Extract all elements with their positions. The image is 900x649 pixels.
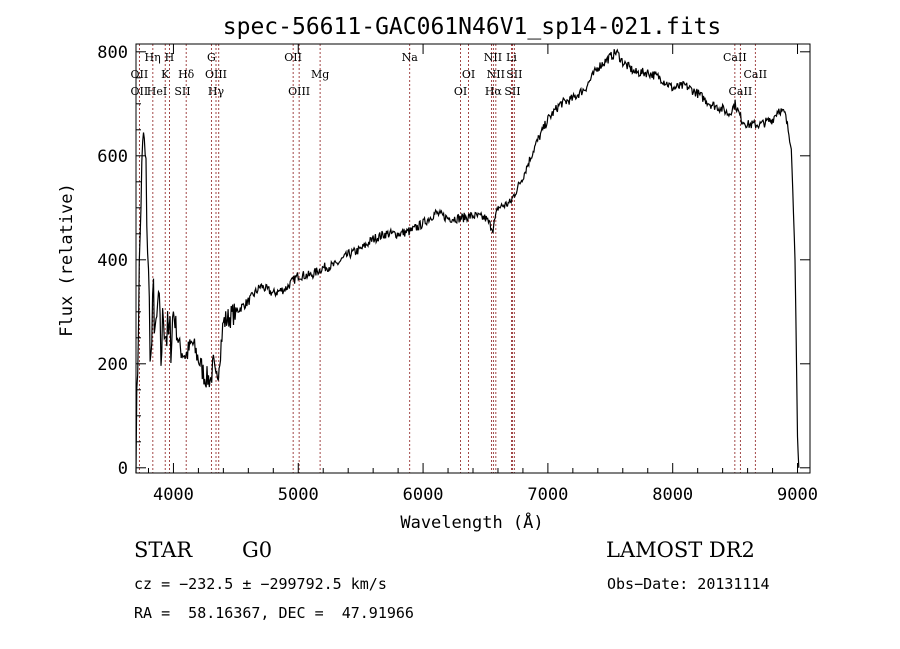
spectral-line-label: SII [174, 85, 190, 98]
redshift-label: cz = −232.5 ± −299792.5 km/s [134, 575, 387, 593]
spectral-line-label: OII [131, 68, 149, 81]
spectral-line-label: OII [284, 51, 302, 64]
y-axis-ticks: 0 200 400 600 800 [97, 43, 810, 479]
spectral-line-label: Hα [485, 85, 503, 98]
spectral-line-label: G [207, 51, 216, 64]
spectral-line-label: SII [506, 68, 522, 81]
x-axis-label: Wavelength (Å) [400, 511, 543, 533]
spectral-line-label: CaII [723, 51, 747, 64]
x-tick-label: 9000 [777, 485, 818, 505]
x-tick-label: 5000 [278, 485, 319, 505]
plot-frame [135, 43, 811, 474]
spectral-line-label: OIII [288, 85, 310, 98]
x-tick-label: 6000 [403, 485, 444, 505]
spectral-line-label: H [165, 51, 175, 64]
survey-label: LAMOST DR2 [606, 538, 755, 562]
spectral-line-label: Na [402, 51, 419, 64]
spectral-line-label: SII [504, 85, 520, 98]
coordinates-label: RA = 58.16367, DEC = 47.91966 [134, 604, 414, 622]
class-label: STAR [134, 538, 193, 562]
spectral-line-label: CaII [729, 85, 753, 98]
spectral-line-label: Li [506, 51, 517, 64]
y-tick-label: 0 [118, 459, 128, 479]
x-tick-label: 7000 [527, 485, 568, 505]
spectral-line-label: OII [131, 85, 149, 98]
spectral-line-markers [138, 44, 756, 473]
x-tick-label: 4000 [153, 485, 194, 505]
spectral-line-label: OI [454, 85, 467, 98]
spectral-line-label: Mg [311, 68, 329, 81]
spectral-line-label: CaII [743, 68, 767, 81]
y-tick-label: 400 [97, 251, 128, 271]
chart-title: spec-56611-GAC061N46V1_sp14-021.fits [223, 14, 722, 40]
y-tick-label: 200 [97, 355, 128, 375]
spectral-line-label: K [161, 68, 170, 81]
y-axis-label: Flux (relative) [57, 183, 77, 337]
spectral-line-label: Hη [145, 51, 161, 64]
spectrum-line [135, 48, 800, 474]
x-tick-label: 8000 [652, 485, 693, 505]
spectral-line-label: NII [484, 51, 502, 64]
spectral-line-label: Hγ [208, 85, 225, 98]
spectral-line-label: Hδ [178, 68, 195, 81]
obs-date-label: Obs−Date: 20131114 [607, 575, 770, 593]
y-tick-label: 600 [97, 147, 128, 167]
subclass-label: G0 [242, 538, 273, 562]
y-tick-label: 800 [97, 43, 128, 63]
spectral-line-label: HeI [147, 85, 167, 98]
x-axis-ticks: 4000 5000 6000 7000 8000 9000 [147, 44, 818, 505]
spectral-line-label: OIII [205, 68, 227, 81]
spectral-line-label: NII [487, 68, 505, 81]
spectral-line-label: OI [462, 68, 475, 81]
